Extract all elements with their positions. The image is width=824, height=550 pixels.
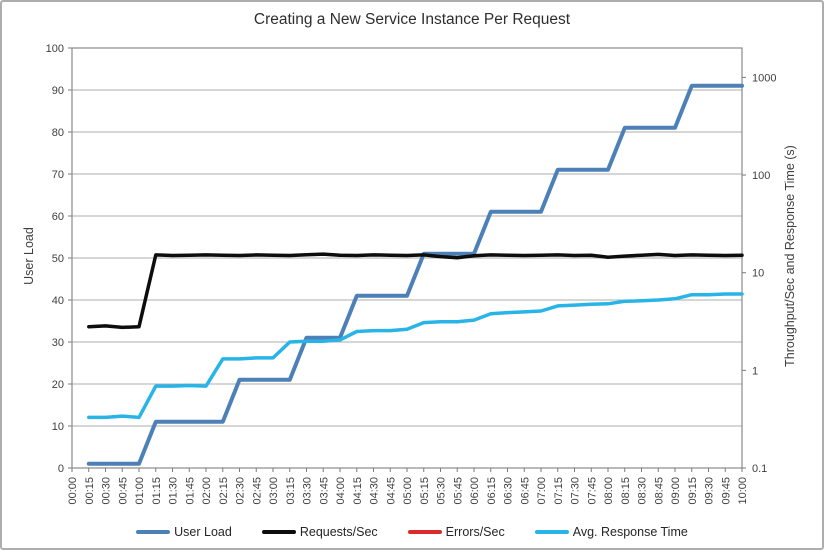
- legend-line-swatch-user-load: [136, 530, 171, 534]
- x-axis-tick-label: 07:15: [553, 477, 565, 505]
- legend-line-swatch-errors-sec: [407, 530, 442, 534]
- legend-label-requests-sec: Requests/Sec: [299, 525, 378, 539]
- right-axis-tick-label: 10: [752, 268, 764, 280]
- x-axis-tick-label: 09:00: [670, 477, 682, 505]
- left-axis-tick-label: 60: [52, 211, 64, 223]
- x-axis-tick-label: 06:45: [519, 477, 531, 505]
- x-axis-tick-label: 05:15: [419, 477, 431, 505]
- legend-line-swatch-requests-sec: [261, 530, 296, 534]
- left-axis-tick-label: 40: [52, 295, 64, 307]
- legend-line-swatch-avg-response-time: [534, 530, 569, 534]
- legend-label-user-load: User Load: [174, 525, 232, 539]
- x-axis-tick-label: 01:15: [151, 477, 163, 505]
- series-requests-sec: [87, 252, 744, 330]
- x-axis-tick-label: 05:45: [452, 477, 464, 505]
- x-axis-tick-label: 02:15: [218, 477, 230, 505]
- left-axis-tick-label: 30: [52, 337, 64, 349]
- x-axis-tick-label: 10:00: [737, 477, 749, 505]
- x-axis-tick-label: 00:30: [101, 477, 113, 505]
- x-axis-tick-label: 08:45: [653, 477, 665, 505]
- legend-item-requests-sec: Requests/Sec: [261, 525, 378, 539]
- series-user-load: [86, 83, 744, 466]
- right-axis-tick-label: 0.1: [752, 463, 767, 475]
- left-axis-tick-label: 70: [52, 169, 64, 181]
- legend-item-avg-response-time: Avg. Response Time: [534, 525, 688, 539]
- chart-legend: User Load Requests/Sec Errors/Sec Avg. Resp…: [2, 525, 822, 539]
- x-axis-tick-label: 07:45: [586, 477, 598, 505]
- x-axis-tick-label: 03:30: [302, 477, 314, 505]
- x-axis-tick-label: 04:00: [335, 477, 347, 505]
- x-axis-tick-label: 04:45: [385, 477, 397, 505]
- x-axis-tick-label: 08:00: [603, 477, 615, 505]
- x-axis-tick-label: 05:30: [436, 477, 448, 505]
- x-axis-tick-label: 05:00: [402, 477, 414, 505]
- x-axis-tick-label: 00:15: [84, 477, 96, 505]
- left-axis-tick-label: 10: [52, 421, 64, 433]
- right-axis-tick-label: 100: [752, 170, 770, 182]
- x-axis-tick-label: 04:15: [352, 477, 364, 505]
- x-axis-tick-label: 01:00: [134, 477, 146, 505]
- x-axis-tick-label: 04:30: [369, 477, 381, 505]
- legend-item-user-load: User Load: [136, 525, 232, 539]
- chart-title: Creating a New Service Instance Per Requ…: [253, 11, 571, 28]
- left-axis-tick-label: 80: [52, 127, 64, 139]
- x-axis-tick-label: 08:15: [620, 477, 632, 505]
- left-axis-tick-label: 0: [58, 463, 64, 475]
- legend-item-errors-sec: Errors/Sec: [407, 525, 505, 539]
- x-axis-tick-label: 02:45: [251, 477, 263, 505]
- x-axis-tick-label: 03:00: [268, 477, 280, 505]
- x-axis-tick-label: 06:00: [469, 477, 481, 505]
- right-axis-tick-label: 1: [752, 365, 758, 377]
- x-axis-tick-label: 02:30: [235, 477, 247, 505]
- left-axis-tick-label: 20: [52, 379, 64, 391]
- x-axis-tick-label: 06:15: [486, 477, 498, 505]
- x-axis-tick-label: 00:00: [67, 477, 79, 505]
- x-axis-tick-label: 02:00: [201, 477, 213, 505]
- x-axis-tick-label: 07:30: [570, 477, 582, 505]
- right-axis-tick-label: 1000: [752, 72, 776, 84]
- left-axis-tick-label: 90: [52, 85, 64, 97]
- x-axis-tick-label: 09:30: [704, 477, 716, 505]
- left-axis-tick-label: 100: [46, 43, 64, 55]
- series-avg-response-time: [87, 292, 744, 420]
- x-axis-tick-label: 00:45: [117, 477, 129, 505]
- x-axis-tick-label: 03:45: [318, 477, 330, 505]
- x-axis-tick-label: 07:00: [536, 477, 548, 505]
- left-axis-tick-label: 50: [52, 253, 64, 265]
- x-axis-tick-label: 03:15: [285, 477, 297, 505]
- x-axis-tick-label: 06:30: [503, 477, 515, 505]
- x-axis-tick-label: 09:15: [687, 477, 699, 505]
- legend-label-avg-response-time: Avg. Response Time: [572, 525, 688, 539]
- x-axis-tick-label: 01:30: [168, 477, 180, 505]
- legend-label-errors-sec: Errors/Sec: [445, 525, 505, 539]
- x-axis-tick-label: 01:45: [184, 477, 196, 505]
- x-axis-tick-label: 09:45: [720, 477, 732, 505]
- x-axis-tick-label: 08:30: [637, 477, 649, 505]
